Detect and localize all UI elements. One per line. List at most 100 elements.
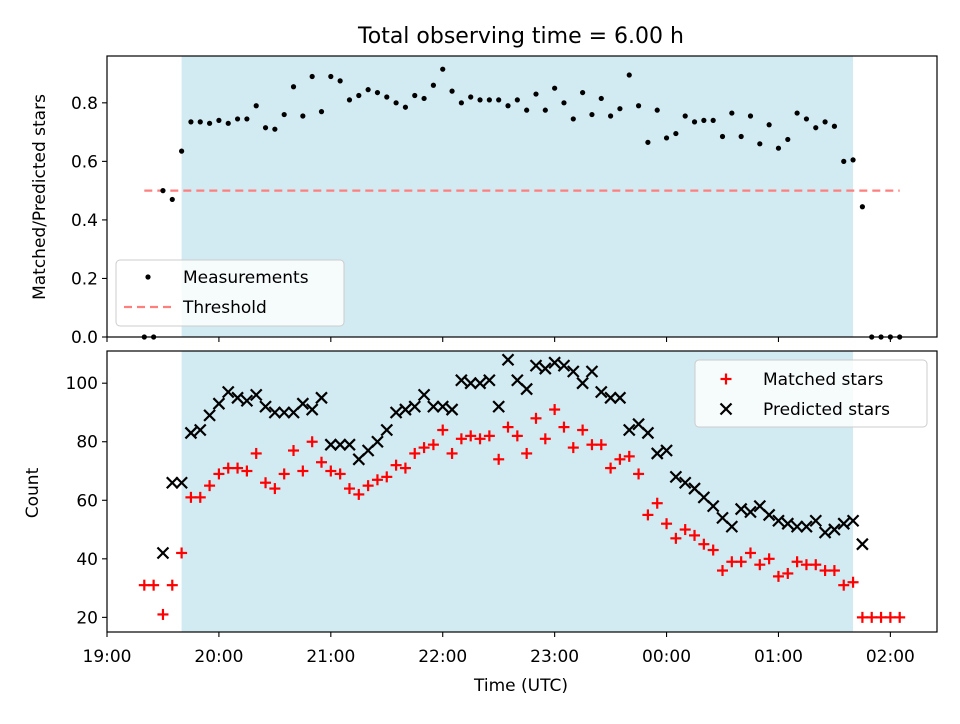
measurement-point (234, 116, 241, 122)
predicted-star-point (622, 423, 636, 437)
measurement-point (785, 136, 791, 143)
matched-star-point (455, 433, 467, 445)
predicted-star-point (389, 406, 403, 419)
matched-star-point (334, 468, 346, 480)
matched-star-point (754, 559, 766, 571)
legend-threshold-label: Threshold (182, 298, 267, 318)
matched-star-point (325, 465, 337, 477)
top-x-ticks (106, 337, 891, 342)
predicted-star-point (166, 476, 179, 489)
predicted-star-point (604, 391, 617, 405)
matched-star-point (381, 471, 393, 483)
measurement-point (524, 107, 530, 113)
matched-star-point (791, 556, 803, 568)
top-y-tick-label: 0.2 (71, 269, 98, 289)
matched-star-point (884, 611, 896, 623)
bottom-y-axis-label: Count (23, 467, 43, 518)
predicted-star-point (408, 400, 422, 413)
measurement-point (356, 92, 362, 99)
measurement-point (841, 158, 847, 164)
matched-star-point (698, 538, 710, 550)
matched-star-point (446, 447, 458, 459)
top-panel: 0.00.20.40.60.8 Matched/Predicted stars … (30, 55, 938, 348)
matched-star-point (772, 570, 784, 582)
predicted-star-point (380, 423, 394, 437)
matched-star-point (362, 480, 374, 492)
matched-star-point (502, 421, 514, 433)
measurement-point (206, 120, 213, 126)
matched-star-point (707, 544, 719, 556)
measurement-point (747, 113, 754, 119)
matched-star-point (315, 456, 327, 468)
legend-matched-marker (720, 373, 732, 385)
x-tick-label: 21:00 (306, 647, 355, 667)
matched-star-point (176, 547, 188, 559)
predicted-star-point (296, 397, 310, 410)
predicted-star-point (790, 520, 804, 533)
bottom-y-tick-label: 100 (66, 374, 98, 394)
matched-star-point (800, 559, 812, 571)
bottom-legend: Matched stars Predicted stars (694, 359, 928, 428)
matched-star-point (856, 611, 868, 623)
matched-star-point (493, 453, 505, 465)
bottom-x-ticks: 19:00 20:00 21:00 22:00 23:00 00:00 01:00 02:00 (83, 632, 915, 667)
measurement-point (719, 133, 726, 140)
measurement-point (365, 87, 371, 93)
measurement-point (617, 106, 623, 112)
predicted-star-point (417, 388, 431, 402)
x-tick-label: 01:00 (754, 647, 803, 667)
predicted-star-point (184, 426, 198, 440)
matched-star-point (717, 565, 729, 577)
matched-star-point (390, 459, 402, 471)
measurement-point (374, 89, 381, 96)
matched-star-point (586, 439, 598, 451)
top-legend-box (115, 259, 345, 327)
matched-star-point (260, 477, 272, 489)
measurement-point (645, 139, 651, 145)
matched-star-point (157, 608, 169, 620)
legend-x-glyph (719, 402, 733, 416)
predicted-star-point (529, 359, 543, 372)
measurement-point (813, 125, 819, 131)
predicted-star-point (744, 505, 757, 519)
predicted-star-point (520, 382, 533, 396)
measurement-point (328, 73, 334, 80)
predicted-star-point (809, 514, 823, 528)
measurement-point (486, 97, 492, 103)
predicted-star-point (576, 376, 589, 390)
matched-star-point (530, 412, 542, 424)
predicted-star-point (706, 499, 720, 513)
matched-star-point (689, 529, 701, 541)
matched-star-point (633, 468, 645, 480)
measurement-point (496, 97, 502, 103)
measurement-points (141, 66, 903, 340)
predicted-star-point (725, 520, 739, 533)
predicted-star-point (268, 406, 282, 419)
matched-star-point (437, 424, 449, 436)
legend-measurement-marker (145, 274, 151, 280)
matched-star-point (726, 556, 738, 568)
matched-star-point (204, 480, 216, 492)
matched-star-point (549, 404, 561, 416)
top-y-tick-label: 0.8 (71, 94, 98, 114)
measurement-point (216, 117, 222, 123)
matched-star-point (819, 565, 831, 577)
predicted-star-point (856, 537, 869, 551)
predicted-star-point (203, 409, 216, 422)
predicted-star-point (837, 517, 851, 530)
measurement-point (179, 148, 185, 154)
matched-star-point (232, 462, 244, 474)
predicted-star-point (548, 356, 561, 369)
matched-star-point (558, 421, 570, 433)
matched-star-point (483, 430, 495, 442)
matched-star-point (875, 611, 887, 623)
legend-matched-label: Matched stars (763, 370, 883, 390)
matched-star-point (670, 532, 682, 544)
matched-star-point (213, 468, 225, 480)
measurement-point (803, 116, 810, 122)
matched-star-point (250, 447, 262, 459)
matched-star-point (567, 442, 579, 454)
chart-title: Total observing time = 6.00 h (357, 24, 684, 49)
predicted-star-point (557, 359, 571, 372)
bottom-y-tick-label: 60 (76, 491, 98, 511)
